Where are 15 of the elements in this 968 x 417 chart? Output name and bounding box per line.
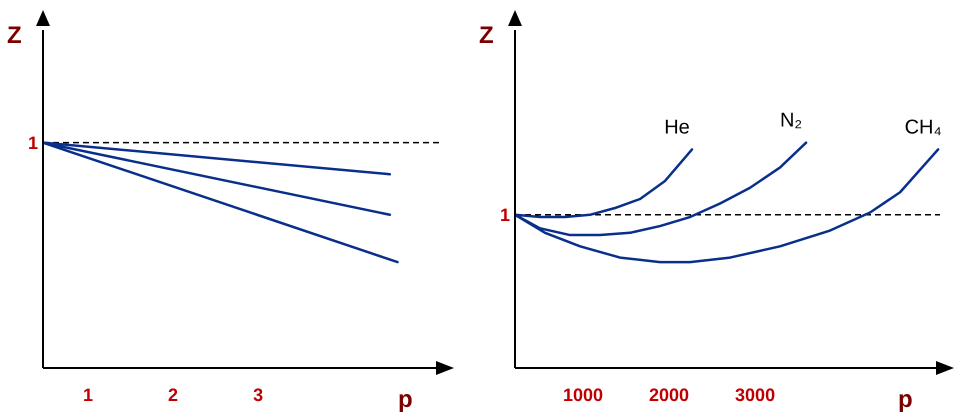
y-axis-title: Z (7, 22, 22, 50)
x-tick-label: 3 (253, 384, 264, 405)
y-axis-title: Z (479, 22, 494, 50)
x-axis-title: p (898, 386, 913, 414)
series-label: N₂ (780, 110, 802, 132)
series-label: CH₄ (904, 116, 942, 138)
series-label: He (664, 116, 690, 138)
x-tick-label: 1000 (563, 384, 604, 405)
x-axis-title: p (398, 386, 413, 414)
x-tick-label: 3000 (735, 384, 776, 405)
x-tick-label: 1 (83, 384, 94, 405)
ref-line-label: 1 (28, 133, 38, 154)
ref-line-label: 1 (500, 205, 510, 226)
x-tick-label: 2000 (649, 384, 690, 405)
x-tick-label: 2 (168, 384, 178, 405)
